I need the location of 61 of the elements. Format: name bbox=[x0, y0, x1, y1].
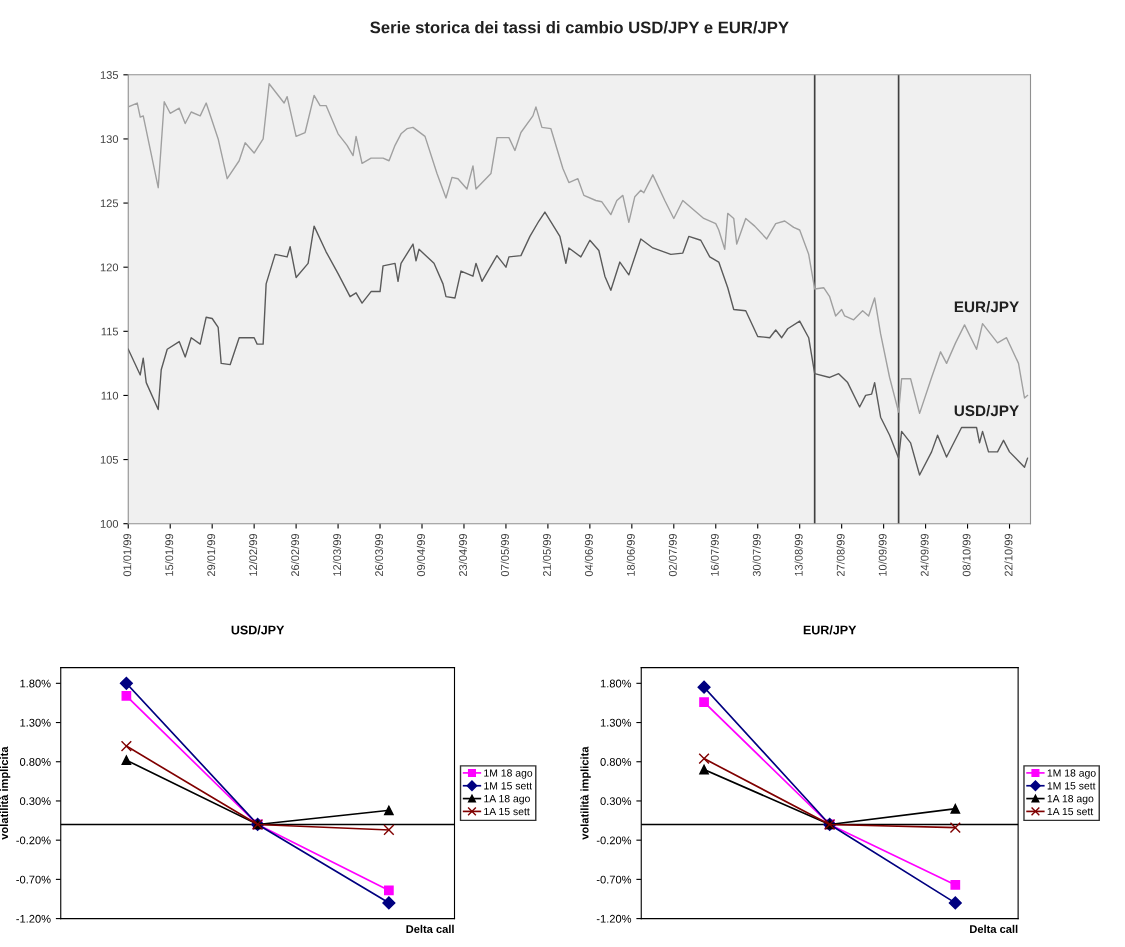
y-tick-label: -0.20% bbox=[16, 836, 51, 845]
y-tick-label: -0.20% bbox=[596, 836, 632, 845]
y-tick-label: 0.80% bbox=[600, 758, 632, 766]
y-tick-label: 135 bbox=[100, 71, 119, 79]
y-tick-label: -0.70% bbox=[16, 875, 51, 884]
x-tick-label: 12/02/99 bbox=[248, 533, 258, 576]
legend-label: 1M 18 ago bbox=[1047, 769, 1096, 779]
x-tick-label: 26/02/99 bbox=[290, 533, 300, 577]
x-axis-title: Delta call bbox=[970, 924, 1018, 933]
x-tick-label: 02/07/99 bbox=[668, 533, 677, 577]
legend-label: 1A 18 ago bbox=[484, 794, 530, 805]
x-tick-label: 01/01/99 bbox=[123, 533, 132, 577]
x-tick-label: 15/01/99 bbox=[165, 533, 174, 576]
y-tick-label: 120 bbox=[100, 263, 119, 272]
y-tick-label: 110 bbox=[101, 391, 119, 400]
series-label: USD/JPY bbox=[954, 404, 1019, 417]
x-tick-label: 24/09/99 bbox=[920, 533, 929, 577]
y-tick-label: 0.80% bbox=[19, 758, 51, 766]
legend-label: 1A 18 ago bbox=[1047, 794, 1094, 805]
x-tick-label: 13/08/99 bbox=[794, 533, 803, 576]
y-tick-label: 130 bbox=[100, 135, 119, 144]
y-tick-label: 1.80% bbox=[600, 679, 632, 688]
x-tick-label: 12/03/99 bbox=[332, 533, 342, 576]
x-tick-label: 18/06/99 bbox=[626, 533, 635, 576]
legend-label: 1M 15 sett bbox=[1047, 782, 1096, 790]
x-tick-label: 10/09/99 bbox=[878, 533, 887, 576]
legend-label: 1M 18 ago bbox=[484, 769, 533, 779]
y-tick-label: 115 bbox=[101, 327, 119, 336]
x-tick-label: 27/08/99 bbox=[836, 533, 845, 577]
x-tick-label: 09/04/99 bbox=[416, 533, 425, 577]
y-tick-label: 1.30% bbox=[20, 718, 51, 727]
x-tick-label: 29/01/99 bbox=[207, 533, 216, 577]
legend-label: 1A 15 sett bbox=[1047, 807, 1094, 816]
legend-label: 1M 15 sett bbox=[484, 782, 532, 790]
y-tick-label: 0.30% bbox=[600, 797, 632, 806]
x-tick-label: 16/07/99 bbox=[710, 533, 719, 576]
y-tick-label: -1.20% bbox=[16, 914, 51, 923]
x-tick-label: 07/05/99 bbox=[500, 533, 509, 577]
x-tick-label: 04/06/99 bbox=[584, 533, 593, 577]
legend-label: 1A 15 sett bbox=[484, 807, 530, 816]
x-tick-label: 26/03/99 bbox=[374, 533, 384, 577]
chart-title: Serie storica dei tassi di cambio USD/JPY e EUR/JPY bbox=[370, 21, 789, 34]
x-tick-label: 30/07/99 bbox=[752, 533, 761, 577]
y-tick-label: 1.30% bbox=[600, 718, 632, 727]
y-tick-label: 125 bbox=[100, 199, 119, 208]
x-tick-label: 23/04/99 bbox=[458, 533, 467, 577]
x-tick-label: 21/05/99 bbox=[542, 533, 551, 577]
y-axis-title: volatilità implicita bbox=[580, 746, 591, 840]
y-tick-label: 0.30% bbox=[19, 797, 51, 806]
x-axis-title: Delta call bbox=[406, 924, 454, 933]
chart-title: EUR/JPY bbox=[803, 625, 857, 635]
y-tick-label: 100 bbox=[100, 519, 119, 528]
y-tick-label: 1.80% bbox=[20, 679, 51, 688]
x-tick-label: 22/10/99 bbox=[1004, 533, 1013, 577]
x-tick-label: 08/10/99 bbox=[962, 533, 971, 577]
y-tick-label: 105 bbox=[100, 455, 119, 464]
series-label: EUR/JPY bbox=[954, 301, 1019, 313]
y-tick-label: -1.20% bbox=[596, 914, 632, 923]
y-tick-label: -0.70% bbox=[596, 875, 632, 884]
y-axis-title: volatilità implicita bbox=[0, 746, 11, 840]
chart-title: USD/JPY bbox=[231, 625, 285, 635]
